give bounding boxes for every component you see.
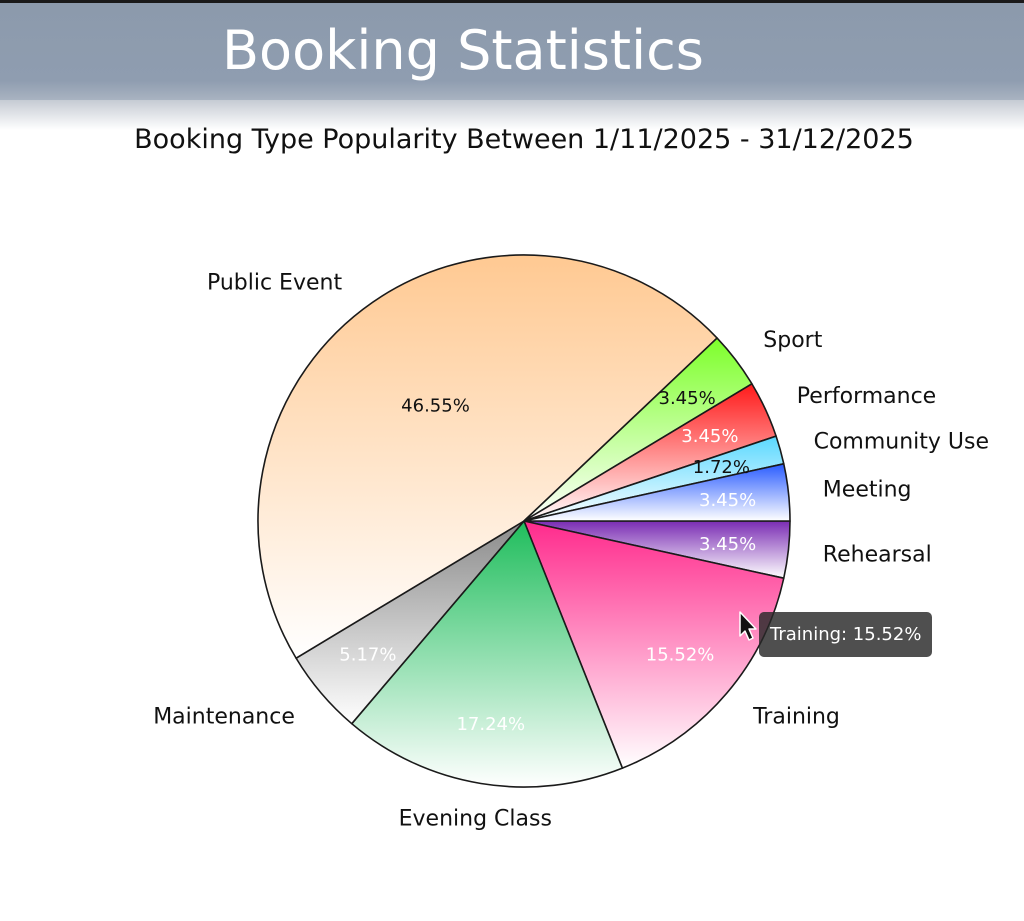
pie-category-label-training: Training [752,705,840,730]
pie-category-label-sport: Sport [763,328,822,353]
pie-category-label-rehearsal: Rehearsal [823,543,932,568]
pie-value-label-performance: 3.45% [681,426,738,447]
pie-value-label-rehearsal: 3.45% [699,534,756,555]
pie-slice-training[interactable] [523,520,785,769]
pie-value-label-community-use: 1.72% [693,457,750,478]
mouse-pointer-icon [739,611,757,641]
pie-value-label-maintenance: 5.17% [339,645,396,666]
pie-category-label-public-event: Public Event [207,271,343,296]
pie-slice-public-event[interactable] [257,254,718,659]
pie-value-label-meeting: 3.45% [699,490,756,511]
pie-category-label-meeting: Meeting [823,478,912,503]
pie-value-label-public-event: 46.55% [401,396,470,417]
pie-category-label-evening-class: Evening Class [399,807,552,832]
header-bar: Booking Statistics [0,0,1024,100]
pie-category-label-maintenance: Maintenance [153,705,295,730]
page-title: Booking Statistics [222,19,704,82]
pie-value-label-training: 15.52% [646,645,715,666]
header-shadow [0,100,1024,130]
pie-category-label-performance: Performance [797,384,936,409]
pie-category-label-community-use: Community Use [814,430,989,455]
chart-tooltip: Training: 15.52% [759,612,933,657]
pie-slice-meeting[interactable] [523,462,791,522]
chart-title: Booking Type Popularity Between 1/11/202… [134,124,914,155]
pie-slice-evening-class[interactable] [350,520,624,788]
pie-value-label-evening-class: 17.24% [456,714,525,735]
pie-value-label-sport: 3.45% [659,388,716,409]
